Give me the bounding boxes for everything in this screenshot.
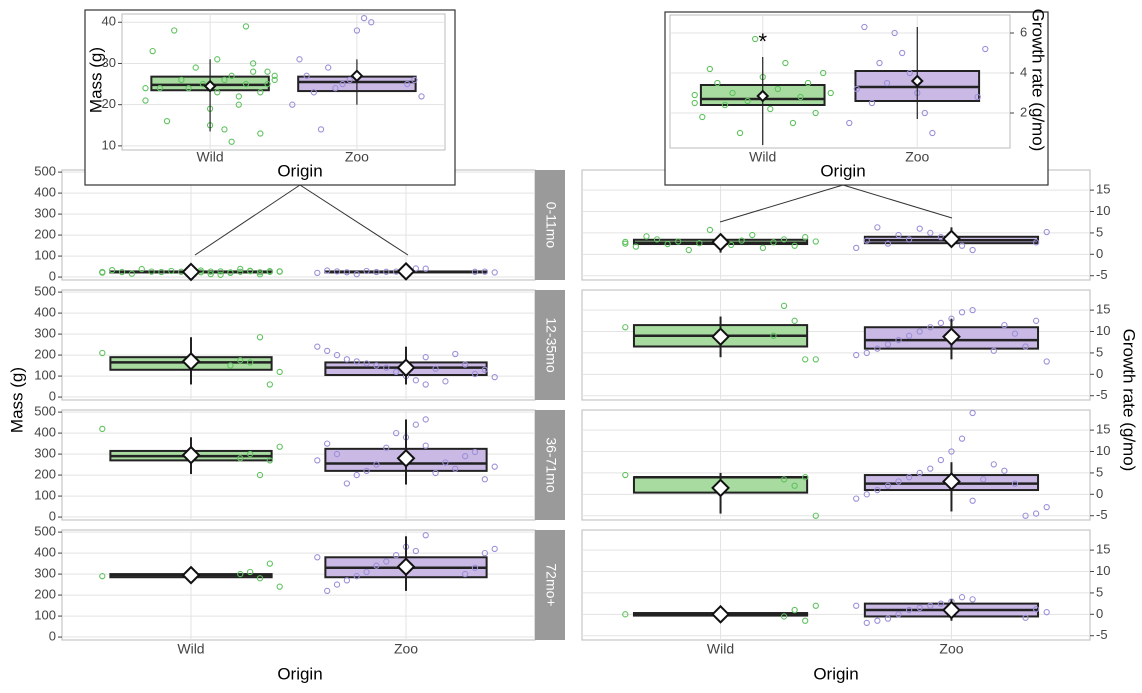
page: {"chart_data": [ {"type": "box", "y_labe… (0, 0, 1142, 693)
x-tick-label: Zoo (345, 149, 369, 165)
x-tick-label: Zoo (905, 149, 929, 165)
y-tick-label: 200 (34, 347, 56, 362)
x-tick-label: Zoo (939, 641, 963, 657)
x-axis-title: Origin (277, 664, 322, 683)
panel (582, 530, 1090, 640)
x-tick-label: Wild (196, 149, 223, 165)
chart: Mass (g)OriginWildZoo01002003004005000-1… (0, 0, 1142, 693)
y-tick-label: 10 (1096, 323, 1110, 338)
y-tick-label: 5 (1096, 344, 1103, 359)
x-tick-label: Zoo (394, 641, 418, 657)
y-tick-label: -5 (1096, 507, 1108, 522)
y-tick-label: 100 (34, 488, 56, 503)
y-tick-label: 100 (34, 608, 56, 623)
y-tick-label: 300 (34, 206, 56, 221)
y-axis-title: Growth rate (g/mo) (1120, 329, 1139, 472)
y-tick-label: 0 (1096, 366, 1103, 381)
y-tick-label: 200 (34, 227, 56, 242)
y-tick-label: 200 (34, 467, 56, 482)
y-tick-label: 40 (102, 14, 116, 29)
y-tick-label: 0 (1096, 606, 1103, 621)
y-tick-label: 15 (1096, 422, 1110, 437)
y-tick-label: 400 (34, 305, 56, 320)
y-tick-label: 10 (1096, 203, 1110, 218)
x-tick-label: Wild (707, 641, 734, 657)
y-tick-label: 500 (34, 164, 56, 179)
y-tick-label: 15 (1096, 182, 1110, 197)
y-axis-title: Growth rate (g/mo) (1029, 9, 1048, 152)
y-tick-label: -5 (1096, 387, 1108, 402)
x-tick-label: Wild (749, 149, 776, 165)
y-tick-label: 2 (1020, 104, 1027, 119)
facet-label: 72mo+ (543, 563, 559, 606)
y-tick-label: 400 (34, 545, 56, 560)
y-tick-label: -5 (1096, 267, 1108, 282)
y-tick-label: 300 (34, 566, 56, 581)
x-axis-title: Origin (813, 664, 858, 683)
y-tick-label: 0 (1096, 246, 1103, 261)
y-tick-label: 15 (1096, 542, 1110, 557)
y-tick-label: 5 (1096, 584, 1103, 599)
y-tick-label: 500 (34, 524, 56, 539)
x-axis-title: Origin (820, 161, 865, 180)
y-tick-label: 5 (1096, 464, 1103, 479)
panel (62, 290, 535, 400)
facet-label: 36-71mo (543, 437, 559, 492)
y-tick-label: 500 (34, 404, 56, 419)
y-tick-label: 20 (102, 96, 116, 111)
y-tick-label: 300 (34, 326, 56, 341)
y-tick-label: 5 (1096, 224, 1103, 239)
y-tick-label: 300 (34, 446, 56, 461)
y-tick-label: 15 (1096, 302, 1110, 317)
y-tick-label: 10 (1096, 443, 1110, 458)
x-tick-label: Wild (177, 641, 204, 657)
y-tick-label: 100 (34, 368, 56, 383)
panel (582, 170, 1090, 280)
y-tick-label: 4 (1020, 64, 1027, 79)
panel (582, 410, 1090, 520)
y-tick-label: 500 (34, 284, 56, 299)
y-tick-label: 200 (34, 587, 56, 602)
facet-label: 12-35mo (543, 317, 559, 372)
y-tick-label: 400 (34, 185, 56, 200)
y-tick-label: 100 (34, 248, 56, 263)
x-axis-title: Origin (277, 161, 322, 180)
y-tick-label: 30 (102, 55, 116, 70)
y-tick-label: -5 (1096, 627, 1108, 642)
y-tick-label: 0 (49, 628, 56, 643)
y-tick-label: 0 (49, 508, 56, 523)
panel (62, 530, 535, 640)
y-tick-label: 0 (1096, 486, 1103, 501)
y-tick-label: 6 (1020, 24, 1027, 39)
y-axis-title: Mass (g) (7, 367, 26, 433)
y-tick-label: 10 (1096, 563, 1110, 578)
facet-label: 0-11mo (543, 202, 559, 249)
y-tick-label: 0 (49, 388, 56, 403)
annotation: * (758, 29, 767, 54)
y-tick-label: 10 (102, 137, 116, 152)
y-tick-label: 0 (49, 268, 56, 283)
y-tick-label: 400 (34, 425, 56, 440)
